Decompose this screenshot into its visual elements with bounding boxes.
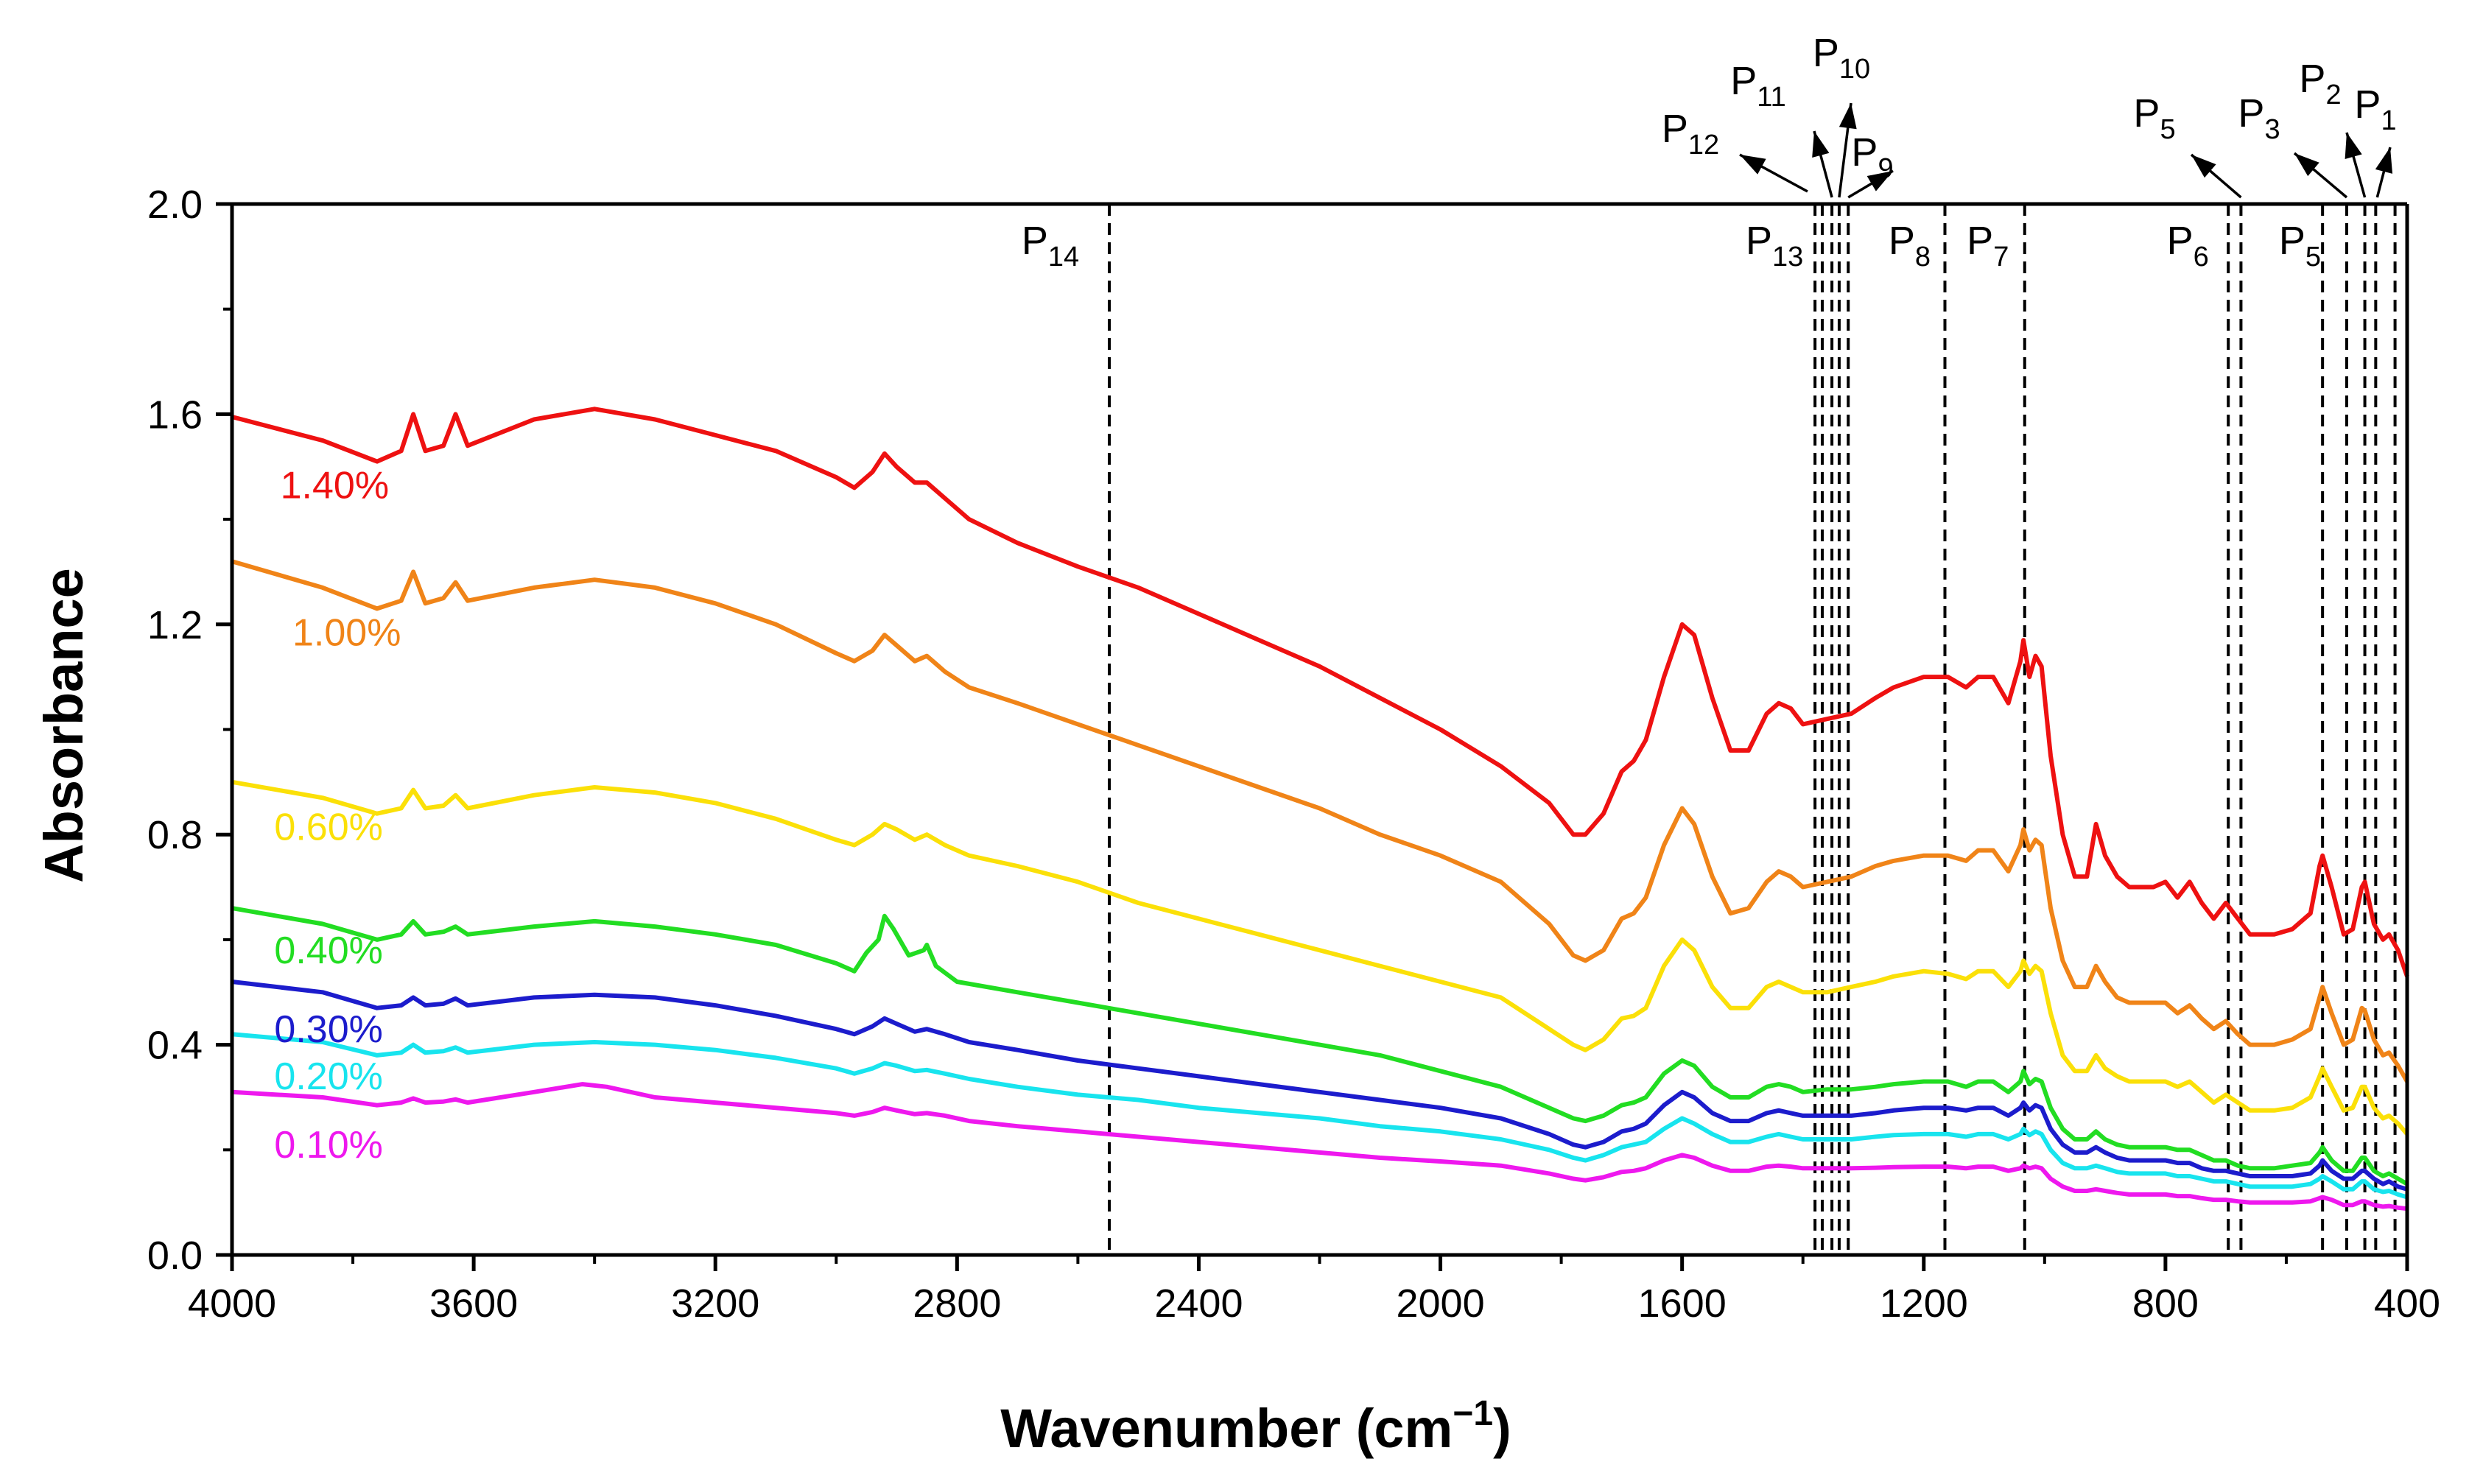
- arrow-p2-head: [2345, 133, 2362, 159]
- arrow-p9-head: [1866, 171, 1893, 191]
- series-label-6: 0.10%: [274, 1124, 382, 1167]
- axes-group: 4000 3600 3200 2800 2400 2000 1600 1200 800 400 0.…: [147, 183, 2440, 1326]
- x-tick-label-2: 3200: [671, 1281, 759, 1326]
- series-label-4: 0.30%: [274, 1008, 382, 1051]
- x-tick-label-8: 800: [2132, 1281, 2199, 1326]
- x-tick-label-9: 400: [2374, 1281, 2440, 1326]
- x-axis-title: Wavenumber (cm−1): [1000, 1394, 1511, 1459]
- series-line-0-40pct: [231, 906, 2409, 1186]
- x-tick-label-1: 3600: [429, 1281, 518, 1326]
- series-label-1: 1.00%: [292, 611, 401, 654]
- peak-label-p13: P13: [1746, 219, 1803, 272]
- y-tick-label-2: 0.8: [147, 813, 203, 857]
- peak-label-p12: P12: [1662, 107, 1719, 161]
- arrow-p12-head: [1740, 155, 1766, 175]
- x-tick-label-5: 2000: [1396, 1281, 1484, 1326]
- series-label-5: 0.20%: [274, 1055, 382, 1098]
- series-line-1-00pct: [231, 559, 2409, 1083]
- peak-label-p3: P3: [2238, 91, 2280, 145]
- peak-label-p4: P5: [2279, 219, 2321, 272]
- peak-label-p8: P8: [1889, 219, 1931, 272]
- y-tick-label-1: 0.4: [147, 1024, 203, 1068]
- series-line-0-20pct: [231, 1032, 2408, 1200]
- x-tick-label-0: 4000: [188, 1281, 276, 1326]
- peak-label-p5: P5: [2133, 91, 2175, 145]
- x-tick-label-7: 1200: [1880, 1281, 1968, 1326]
- series-labels-group: 1.40% 1.00% 0.60% 0.40% 0.30%0.20% 0.10%: [274, 465, 401, 1167]
- y-tick-label-3: 1.2: [147, 603, 203, 647]
- series-group: [231, 407, 2409, 1212]
- peak-label-p10: P10: [1813, 31, 1870, 85]
- series-label-0: 1.40%: [281, 465, 389, 507]
- y-tick-label-0: 0.0: [147, 1234, 203, 1278]
- series-line-0-60pct: [231, 779, 2409, 1136]
- y-axis-title: Absorbance: [33, 568, 94, 883]
- x-tick-label-4: 2400: [1154, 1281, 1243, 1326]
- peak-label-p6: P6: [2167, 219, 2209, 272]
- arrow-p5-head: [2191, 155, 2216, 178]
- series-line-0-10pct: [231, 1082, 2408, 1212]
- peak-label-p2: P2: [2299, 57, 2341, 110]
- series-label-3: 0.40%: [274, 929, 382, 972]
- peak-label-p7: P7: [1967, 219, 2009, 272]
- x-tick-label-3: 2800: [913, 1281, 1001, 1326]
- arrow-p10-head: [1838, 103, 1857, 130]
- peak-label-p1: P1: [2354, 82, 2396, 136]
- y-tick-label-4: 1.6: [147, 393, 203, 437]
- peak-label-p14: P14: [1022, 219, 1079, 272]
- arrow-p11-head: [1812, 131, 1830, 158]
- series-line-0-30pct: [231, 980, 2408, 1192]
- peak-label-p11: P11: [1730, 59, 1785, 113]
- x-tick-label-6: 1600: [1638, 1281, 1727, 1326]
- series-line-1-40pct: [231, 407, 2409, 977]
- arrow-p3-head: [2294, 153, 2319, 177]
- series-label-2: 0.60%: [274, 806, 382, 848]
- y-tick-label-5: 2.0: [147, 183, 203, 227]
- peak-lines-group: [1108, 204, 2397, 1255]
- arrow-p1-head: [2375, 147, 2393, 174]
